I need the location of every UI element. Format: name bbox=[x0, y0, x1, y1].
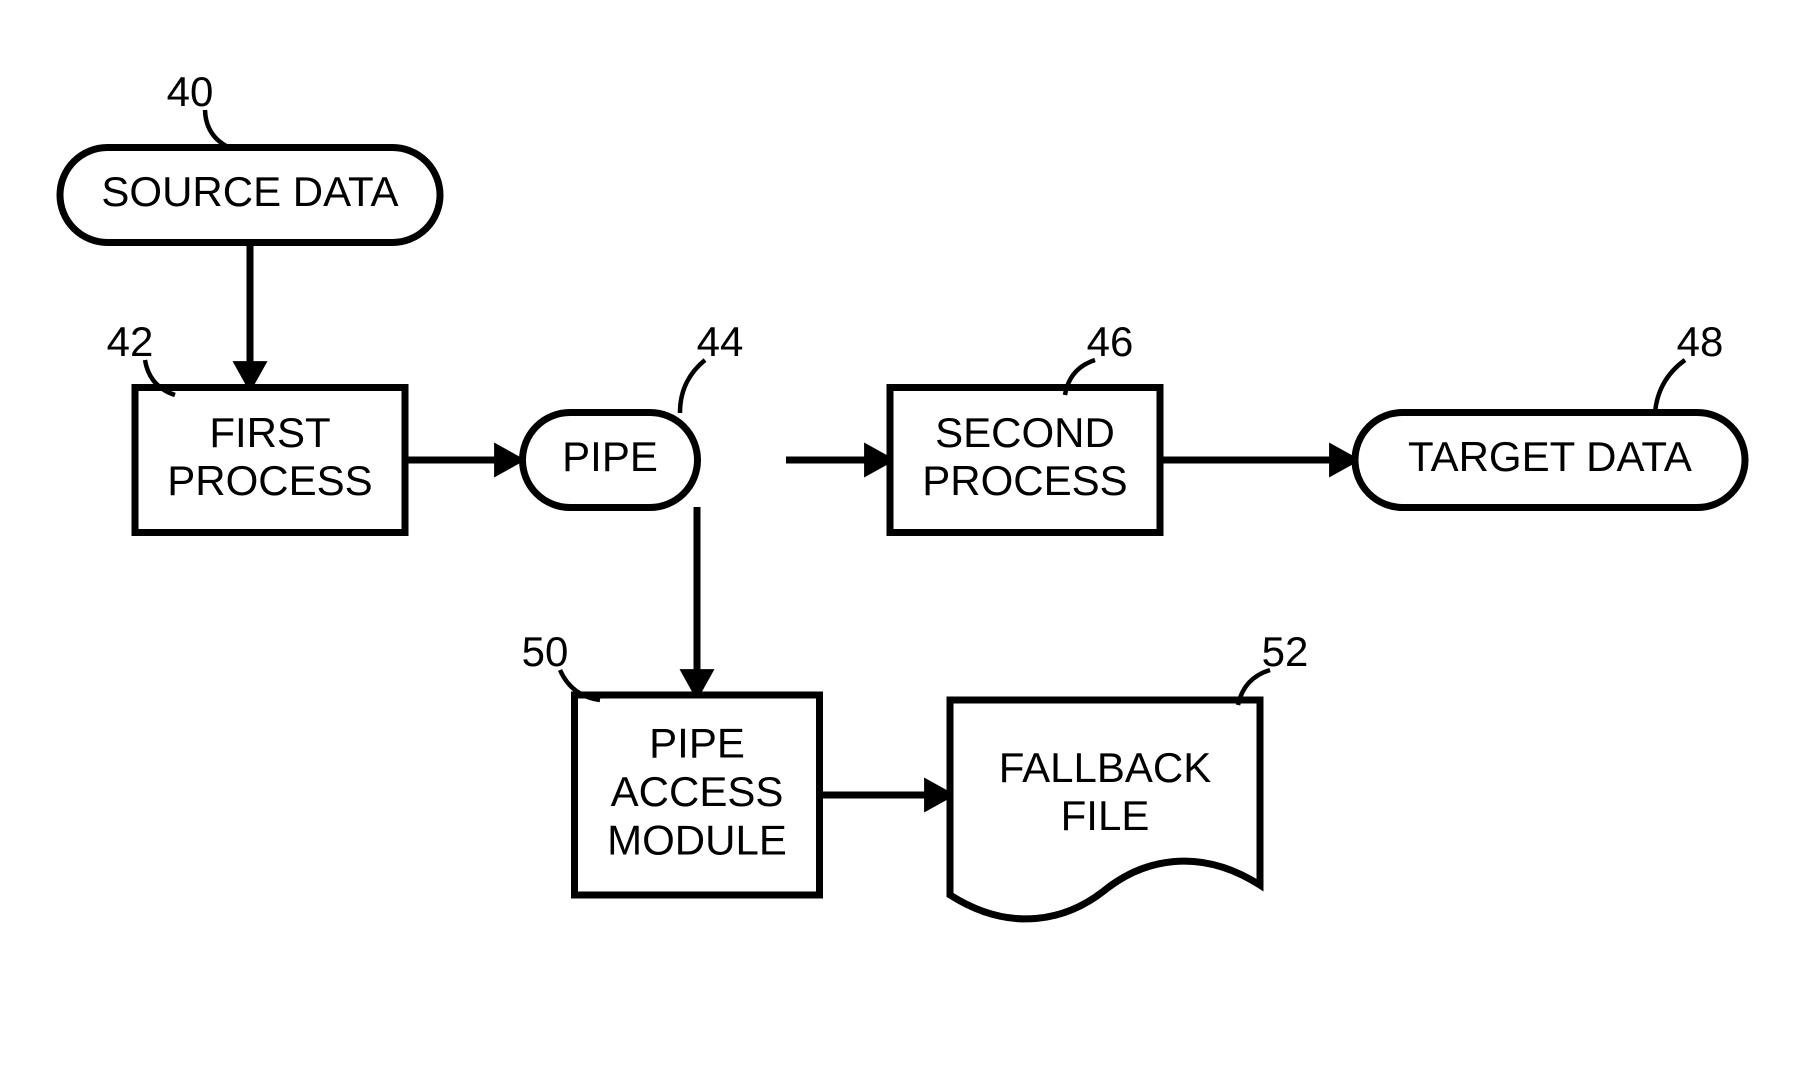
target_data-ref-label: 48 bbox=[1677, 318, 1724, 365]
node-source_data: SOURCE DATA bbox=[60, 148, 440, 243]
flowchart-diagram: SOURCE DATA FIRSTPROCESS PIPE SECONDPROCESS… bbox=[0, 0, 1820, 1082]
node-pipe: PIPE bbox=[523, 413, 698, 508]
node-second_process: SECONDPROCESS bbox=[890, 388, 1160, 533]
node-target_data: TARGET DATA bbox=[1355, 413, 1745, 508]
second_process-label: SECONDPROCESS bbox=[922, 409, 1127, 504]
node-first_process: FIRSTPROCESS bbox=[135, 388, 405, 533]
target_data-ref-leader bbox=[1655, 360, 1685, 413]
node-fallback_file: FALLBACKFILE bbox=[950, 700, 1260, 919]
pipe-label: PIPE bbox=[562, 433, 658, 480]
node-pipe_access_module: PIPEACCESSMODULE bbox=[575, 695, 820, 895]
second_process-ref-label: 46 bbox=[1087, 318, 1134, 365]
target_data-label: TARGET DATA bbox=[1408, 433, 1692, 480]
fallback_file-ref-label: 52 bbox=[1262, 628, 1309, 675]
pipe-ref-leader bbox=[680, 360, 705, 413]
pipe_access_module-ref-label: 50 bbox=[522, 628, 569, 675]
pipe-ref-label: 44 bbox=[697, 318, 744, 365]
source_data-label: SOURCE DATA bbox=[101, 168, 398, 215]
nodes: SOURCE DATA FIRSTPROCESS PIPE SECONDPROCESS… bbox=[60, 148, 1745, 919]
first_process-ref-label: 42 bbox=[107, 318, 154, 365]
source_data-ref-leader bbox=[205, 110, 230, 148]
source_data-ref-label: 40 bbox=[167, 68, 214, 115]
